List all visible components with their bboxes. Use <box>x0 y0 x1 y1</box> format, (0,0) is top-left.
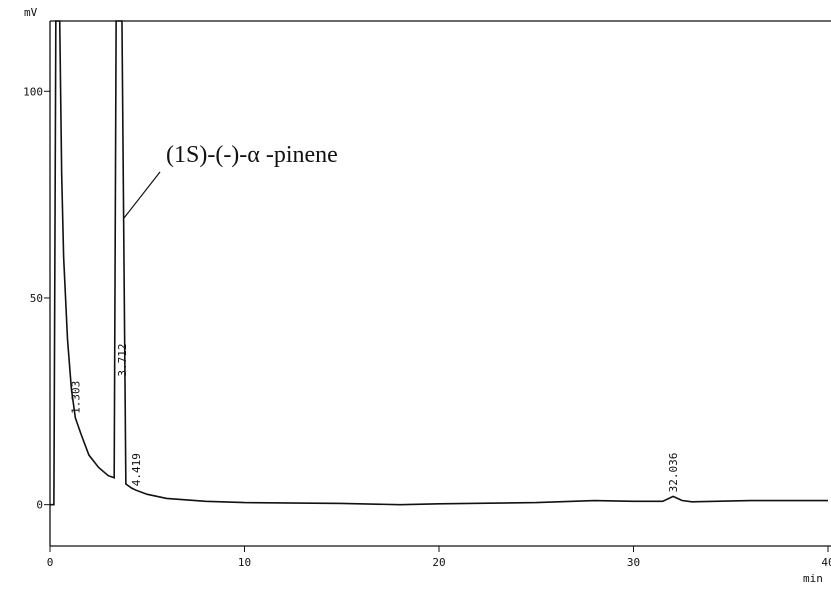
y-tick-label: 50 <box>30 292 43 305</box>
trace <box>50 20 828 506</box>
peak-label: 32.036 <box>667 453 680 493</box>
x-axis-label: min <box>803 572 823 585</box>
compound-annotation: (1S)-(-)-α -pinene <box>166 142 338 168</box>
x-tick-label: 30 <box>627 556 640 569</box>
leader-line <box>123 171 161 219</box>
x-tick-label: 40 <box>821 556 831 569</box>
x-tick-label: 20 <box>432 556 445 569</box>
x-tick-label: 0 <box>47 556 54 569</box>
x-tick-label: 10 <box>238 556 251 569</box>
peak-label: 3.712 <box>116 344 129 377</box>
peak-label: 1.303 <box>69 381 82 414</box>
y-tick-label: 0 <box>36 499 43 512</box>
y-axis-label: mV <box>24 6 38 19</box>
y-tick-label: 100 <box>23 85 43 98</box>
peak-label: 4.419 <box>130 453 143 486</box>
